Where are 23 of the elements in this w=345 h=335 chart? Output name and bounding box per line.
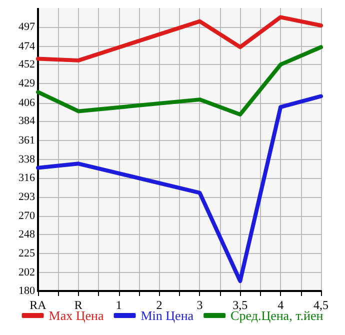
y-tick-label: 180: [18, 285, 36, 297]
x-tick-label: 4,5: [314, 298, 328, 312]
y-tick-label: 316: [18, 172, 36, 184]
x-tick-label: 1: [116, 298, 122, 312]
y-tick-label: 202: [18, 266, 35, 279]
y-tick-label: 338: [18, 153, 36, 166]
y-tick-label: 293: [18, 190, 36, 203]
y-tick-label: 361: [18, 134, 35, 146]
y-tick-label: 497: [18, 21, 36, 34]
x-tick-label: 4: [278, 298, 284, 312]
y-tick-label: 429: [18, 78, 36, 90]
line-series: [36, 45, 323, 117]
x-tick-label: RA: [30, 298, 47, 312]
y-tick-label: 248: [18, 228, 36, 240]
y-tick-label: 270: [18, 210, 36, 222]
line-series: [36, 94, 323, 284]
y-tick-label: 474: [18, 40, 36, 52]
line-series: [36, 15, 323, 62]
y-tick-label: 384: [18, 115, 36, 128]
x-tick-label: 3: [196, 298, 203, 312]
y-tick-label: 406: [18, 96, 36, 109]
y-tick-label: 225: [18, 248, 36, 260]
y-tick-label: 452: [18, 58, 35, 71]
